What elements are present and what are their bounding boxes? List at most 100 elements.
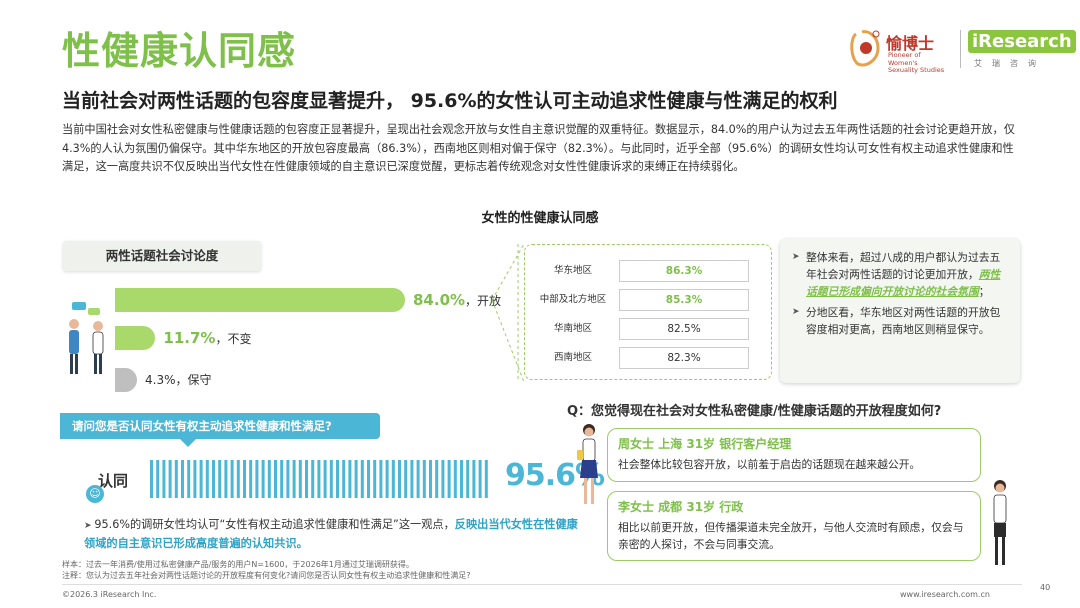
agree-stripe: [199, 460, 203, 498]
region-name: 华东地区: [553, 265, 592, 276]
yu-boshi-name: 愉博士: [886, 34, 935, 53]
footer-divider: [62, 584, 1022, 585]
iresearch-name: iResearch: [968, 30, 1076, 53]
iresearch-subname: 艾瑞咨询: [974, 59, 1046, 68]
agree-note-highlight: 反映出当代女性在性健康领域的自主意识已形成高度普遍的认知共识。: [84, 518, 578, 550]
agree-stripe: [187, 460, 191, 498]
people-talking-icon: [69, 302, 104, 374]
agree-stripe: [385, 460, 389, 498]
bar-category: ，开放: [465, 294, 502, 308]
bar-label-2: 4.3%，保守: [145, 371, 212, 388]
agree-stripe: [224, 460, 228, 498]
agree-stripe: [205, 460, 209, 498]
logo-divider: [960, 30, 961, 68]
agree-stripe: [236, 460, 240, 498]
agree-stripe: [292, 460, 296, 498]
agree-stripe: [305, 460, 308, 498]
yu-boshi-tagline: Pioneer of Women's Sexuality Studies: [888, 51, 945, 74]
agree-stripe: [280, 460, 284, 498]
question-right: Q：您觉得现在社会对女性私密健康/性健康话题的开放程度如何?: [567, 404, 942, 419]
agree-stripe: [249, 460, 253, 498]
bar-value: 4.3%: [145, 373, 176, 387]
bar-1: [115, 326, 156, 350]
agree-stripe: [298, 460, 302, 498]
website-link[interactable]: www.iresearch.com.cn: [900, 590, 990, 599]
summary-item-region: 分地区看，华东地区对两性话题的开放包容度相对更高，西南地区则稍显保守。: [792, 304, 1010, 338]
agree-stripe: [174, 460, 178, 498]
intro-paragraph: 当前中国社会对女性私密健康与性健康话题的包容度正显著提升，呈现出社会观念开放与女…: [62, 123, 1015, 173]
yu-boshi-mark-icon: [850, 30, 880, 67]
agree-stripe: [367, 460, 370, 498]
agree-stripe: [360, 460, 364, 498]
quote-text: 社会整体比较包容开放，以前羞于启齿的话题现在越来越公开。: [618, 458, 921, 471]
agree-stripe: [410, 460, 414, 498]
bar-value: 11.7%: [163, 329, 216, 347]
agree-stripe: [404, 460, 408, 498]
agree-stripe: [342, 460, 346, 498]
agree-label: 认同: [98, 472, 129, 490]
topic-label: 两性话题社会讨论度: [63, 241, 261, 271]
agree-stripe: [373, 460, 377, 498]
agree-stripe: [429, 460, 432, 498]
woman-standing-icon: [577, 424, 598, 504]
page-title: 性健康认同感: [62, 29, 297, 73]
summary-item-overall: 整体来看，超过八成的用户都认为过去五年社会对两性话题的讨论更加开放，两性话题已形…: [792, 249, 1010, 300]
agree-stripe: [255, 460, 259, 498]
agree-stripe: [484, 460, 488, 498]
quote-author: 周女士 上海 31岁 银行客户经理: [618, 437, 792, 451]
agree-stripe: [348, 460, 352, 498]
agree-stripe: [218, 460, 222, 498]
iresearch-logo: iResearch 艾瑞咨询: [968, 30, 1076, 70]
region-table: 华东地区 86.3% 中部及北方地区 85.3% 华南地区 82.5% 西南地区 82.3%: [524, 244, 772, 380]
summary-item1-text: 整体来看，超过八成的用户都认为过去五年社会对两性话题的讨论更加开放，: [806, 251, 1001, 281]
agree-note: ➤ 95.6%的调研女性均认可“女性有权主动追求性健康和性满足”这一观点，反映出…: [84, 516, 584, 552]
bar-2: [115, 368, 137, 392]
region-value: 82.3%: [619, 347, 749, 369]
arrow-bullet-icon: ➤: [84, 521, 95, 531]
woman-with-phone-icon: [993, 480, 1007, 565]
region-value: 86.3%: [619, 260, 749, 282]
agree-stripe: [274, 460, 277, 498]
agree-stripe: [379, 460, 383, 498]
agree-stripe-bar: [150, 460, 488, 498]
agree-stripe: [422, 460, 426, 498]
agree-stripe: [453, 460, 457, 498]
bar-0: [115, 288, 405, 312]
region-row: 西南地区 82.3%: [529, 346, 765, 370]
agree-stripe: [447, 460, 451, 498]
footnote: 样本：过去一年消费/使用过私密健康产品/服务的用户N=1600，于2026年1月…: [62, 560, 471, 581]
sample-note: 样本：过去一年消费/使用过私密健康产品/服务的用户N=1600，于2026年1月…: [62, 560, 414, 569]
question-note: 注释：您认为过去五年社会对两性话题讨论的开放程度有何变化?请问您是否认同女性有权…: [62, 570, 471, 580]
region-row: 华南地区 82.5%: [529, 317, 765, 341]
agree-stripe: [286, 460, 290, 498]
bar-label-1: 11.7%，不变: [163, 329, 251, 347]
agree-stripe: [261, 460, 265, 498]
region-row: 中部及北方地区 85.3%: [529, 288, 765, 312]
agree-stripe: [323, 460, 327, 498]
agree-stripe: [150, 460, 153, 498]
agree-stripe: [478, 460, 482, 498]
agree-stripe: [472, 460, 476, 498]
bar-category: ，不变: [215, 332, 252, 346]
agree-stripe: [460, 460, 463, 498]
copyright: ©2026.3 iResearch Inc.: [62, 590, 157, 599]
agree-stripe: [391, 460, 395, 498]
yu-boshi-logo: 愉博士 Pioneer of Women's Sexuality Studies: [848, 28, 958, 74]
summary-item1-highlight: 两性话题已形成偏向开放讨论的社会氛围: [806, 268, 1001, 298]
region-value: 82.5%: [619, 318, 749, 340]
region-name: 中部及北方地区: [539, 294, 607, 305]
region-name: 华南地区: [553, 323, 592, 334]
quote-text: 相比以前更开放，但传播渠道未完全放开，与他人交流时有顾虑，仅会与亲密的人探讨，不…: [618, 521, 964, 551]
agree-stripe: [168, 460, 172, 498]
agree-stripe: [162, 460, 166, 498]
region-row: 华东地区 86.3%: [529, 259, 765, 283]
page-subtitle: 当前社会对两性话题的包容度显著提升， 95.6%的女性认可主动追求性健康与性满足…: [62, 90, 838, 112]
agree-stripe: [267, 460, 271, 498]
agree-stripe: [441, 460, 445, 498]
smile-icon: ☺: [86, 485, 104, 503]
summary-box: 整体来看，超过八成的用户都认为过去五年社会对两性话题的讨论更加开放，两性话题已形…: [780, 239, 1020, 383]
agree-stripe: [181, 460, 184, 498]
agree-stripe: [193, 460, 197, 498]
agree-stripe: [230, 460, 234, 498]
agree-stripe: [311, 460, 315, 498]
